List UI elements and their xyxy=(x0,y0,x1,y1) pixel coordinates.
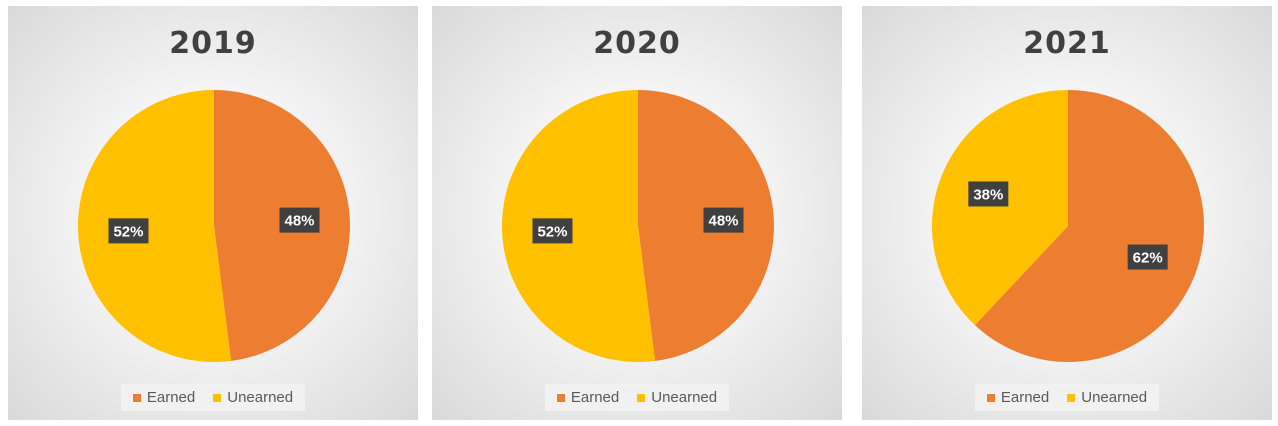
data-label-text: 48% xyxy=(284,213,314,230)
data-label-unearned: 52% xyxy=(108,218,149,244)
pie-slice-unearned xyxy=(78,90,232,362)
data-label-text: 48% xyxy=(708,213,738,230)
data-label-unearned: 52% xyxy=(532,218,573,244)
legend-label-earned: Earned xyxy=(1000,389,1050,406)
legend-label-earned: Earned xyxy=(570,389,620,406)
legend-label-earned: Earned xyxy=(146,389,196,406)
data-label-box xyxy=(703,207,744,233)
legend-label-unearned: Unearned xyxy=(227,389,294,406)
legend-2021: Earned Unearned xyxy=(862,384,1272,411)
data-label-text: 52% xyxy=(537,223,567,240)
legend-item-earned: Earned xyxy=(132,389,196,406)
data-label-unearned: 38% xyxy=(968,181,1009,207)
pie-chart-2020: 48% 52% xyxy=(502,90,775,362)
data-label-earned: 48% xyxy=(279,207,320,233)
chart-title-2021: 2021 xyxy=(1023,26,1111,61)
data-label-box xyxy=(1127,244,1168,270)
pie-slice-unearned xyxy=(932,90,1068,326)
legend-item-unearned: Unearned xyxy=(213,389,293,406)
data-label-earned: 48% xyxy=(703,207,744,233)
legend-label-unearned: Unearned xyxy=(1081,389,1148,406)
chart-title-2020: 2020 xyxy=(593,26,681,61)
legend-swatch-earned xyxy=(556,393,565,402)
chart-panel-2021: 62% 38% 2021 Earned Unearned xyxy=(862,6,1272,420)
legend-swatch-earned xyxy=(132,393,141,402)
data-label-text: 62% xyxy=(1133,250,1163,267)
legend-swatch-earned xyxy=(986,393,995,402)
legend-2020: Earned Unearned xyxy=(432,384,842,411)
chart-panel-2020: 48% 52% 2020 Earned Unearned xyxy=(432,6,842,420)
data-label-earned: 62% xyxy=(1127,244,1168,270)
data-label-box xyxy=(968,181,1009,207)
legend-item-earned: Earned xyxy=(986,389,1050,406)
chart-panel-2019: 48% 52% 2019 Earned Unearned xyxy=(8,6,418,420)
pie-slice-unearned xyxy=(502,90,656,362)
legend-item-unearned: Unearned xyxy=(637,389,717,406)
legend-swatch-unearned xyxy=(637,393,646,402)
legend-2019: Earned Unearned xyxy=(8,384,418,411)
legend-label-unearned: Unearned xyxy=(651,389,718,406)
data-label-box xyxy=(532,218,573,244)
data-label-text: 38% xyxy=(973,186,1003,203)
data-label-text: 52% xyxy=(113,223,143,240)
legend-swatch-unearned xyxy=(213,393,222,402)
pie-chart-2019: 48% 52% xyxy=(78,90,351,362)
legend-item-unearned: Unearned xyxy=(1067,389,1147,406)
pie-slice-earned xyxy=(974,90,1204,363)
legend-swatch-unearned xyxy=(1067,393,1076,402)
pie-chart-2021: 62% 38% xyxy=(932,90,1204,363)
data-label-box xyxy=(279,207,320,233)
data-label-box xyxy=(108,218,149,244)
chart-title-2019: 2019 xyxy=(169,26,257,61)
legend-item-earned: Earned xyxy=(556,389,620,406)
